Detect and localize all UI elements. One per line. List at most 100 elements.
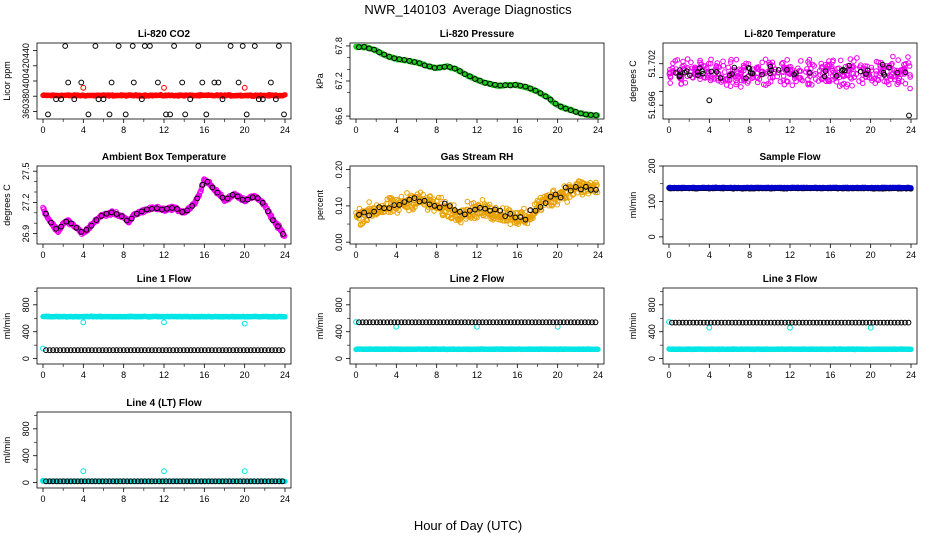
- data-point: [733, 56, 740, 63]
- y-axis-label: ml/min: [2, 437, 12, 464]
- data-point: [73, 224, 80, 231]
- x-tick-label: 8: [747, 250, 752, 260]
- data-point: [446, 64, 453, 70]
- data-point: [798, 58, 804, 64]
- y-tick-label: 26.9: [21, 225, 31, 243]
- data-point: [697, 59, 703, 66]
- data-point: [244, 196, 251, 203]
- data-point: [235, 79, 242, 86]
- data-point: [840, 66, 846, 73]
- x-tick-label: 12: [472, 370, 482, 380]
- data-point: [905, 319, 912, 326]
- x-tick-label: 0: [666, 370, 671, 380]
- y-tick-label: 400: [21, 324, 31, 339]
- plot-frame: [36, 42, 292, 120]
- data-point: [376, 49, 383, 56]
- data-point: [234, 193, 241, 200]
- x-tick-label: 8: [121, 370, 126, 380]
- data-point: [98, 213, 105, 219]
- x-tick-label: 12: [472, 250, 482, 260]
- data-point: [716, 64, 723, 70]
- data-point: [818, 60, 825, 67]
- data-point: [849, 82, 855, 89]
- data-point: [854, 55, 860, 61]
- y-tick-label: 200: [647, 158, 657, 173]
- x-tick-label: 4: [394, 370, 399, 380]
- x-tick-label: 0: [666, 250, 671, 260]
- data-point: [708, 56, 714, 63]
- data-point: [163, 111, 169, 118]
- data-point: [717, 75, 724, 81]
- data-point: [688, 59, 694, 66]
- data-point: [108, 79, 115, 86]
- data-point: [871, 76, 878, 82]
- data-point: [85, 111, 92, 118]
- data-point: [674, 57, 681, 63]
- data-point: [63, 218, 70, 225]
- data-point: [93, 217, 100, 224]
- data-point: [229, 191, 236, 198]
- x-tick-label: 24: [906, 125, 916, 135]
- panel-title: Line 2 Flow: [450, 274, 505, 285]
- data-point: [736, 74, 742, 80]
- data-point: [746, 65, 753, 72]
- data-point: [759, 71, 765, 78]
- data-point: [58, 96, 64, 103]
- data-point: [486, 201, 493, 208]
- x-tick-label: 20: [240, 125, 250, 135]
- panel-title: Li-820 CO2: [138, 29, 191, 40]
- x-tick-label: 4: [394, 125, 399, 135]
- data-point: [733, 81, 739, 88]
- y-tick-label: 400: [21, 73, 31, 88]
- data-point: [902, 80, 909, 87]
- data-point: [763, 82, 769, 88]
- x-tick-label: 20: [240, 370, 250, 380]
- data-point: [239, 43, 246, 49]
- data-point: [829, 59, 836, 65]
- data-point: [807, 70, 813, 76]
- data-point: [844, 72, 851, 79]
- data-point: [45, 111, 51, 118]
- data-point: [254, 195, 261, 202]
- data-point: [873, 68, 880, 74]
- data-point: [714, 75, 721, 82]
- data-point: [215, 79, 222, 86]
- data-point: [803, 69, 809, 75]
- y-tick-label: 400: [21, 448, 31, 463]
- data-point: [557, 103, 564, 110]
- data-point: [259, 199, 266, 206]
- x-tick-label: 20: [866, 125, 876, 135]
- data-point: [886, 64, 892, 71]
- data-point: [209, 184, 216, 191]
- x-tick-label: 16: [199, 494, 209, 504]
- data-point: [906, 112, 912, 119]
- data-point: [805, 80, 811, 87]
- data-point: [859, 76, 865, 83]
- data-point: [366, 199, 372, 205]
- data-point: [684, 56, 691, 62]
- data-point: [741, 67, 747, 74]
- data-point: [886, 81, 892, 88]
- data-point: [371, 46, 378, 53]
- data-point: [62, 43, 69, 49]
- data-point: [879, 61, 886, 68]
- data-point: [390, 196, 396, 203]
- data-point: [241, 84, 248, 91]
- data-point: [241, 468, 248, 475]
- data-point: [672, 70, 679, 76]
- data-point: [907, 74, 914, 80]
- y-tick-label: 67.2: [334, 72, 344, 90]
- data-point: [133, 210, 140, 217]
- data-point: [532, 87, 539, 94]
- x-tick-label: 24: [280, 250, 290, 260]
- data-point: [836, 83, 843, 89]
- data-point: [811, 63, 818, 69]
- data-point: [199, 181, 206, 188]
- y-tick-label: 360: [21, 104, 31, 119]
- data-point: [282, 92, 288, 98]
- data-point: [862, 63, 868, 69]
- x-tick-label: 0: [40, 370, 45, 380]
